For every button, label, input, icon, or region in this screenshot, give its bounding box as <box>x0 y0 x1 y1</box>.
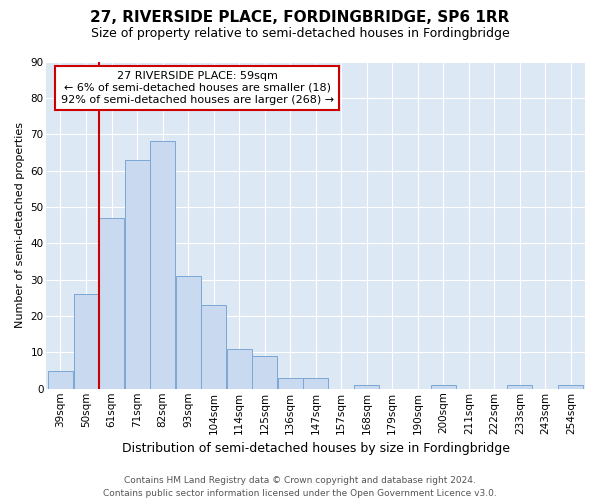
Bar <box>99 218 124 389</box>
Bar <box>354 385 379 389</box>
Bar <box>559 385 583 389</box>
Text: Size of property relative to semi-detached houses in Fordingbridge: Size of property relative to semi-detach… <box>91 28 509 40</box>
Bar <box>125 160 149 389</box>
Y-axis label: Number of semi-detached properties: Number of semi-detached properties <box>15 122 25 328</box>
Bar <box>303 378 328 389</box>
Text: 27 RIVERSIDE PLACE: 59sqm
← 6% of semi-detached houses are smaller (18)
92% of s: 27 RIVERSIDE PLACE: 59sqm ← 6% of semi-d… <box>61 72 334 104</box>
Bar <box>176 276 200 389</box>
Bar <box>227 349 251 389</box>
Bar <box>278 378 303 389</box>
X-axis label: Distribution of semi-detached houses by size in Fordingbridge: Distribution of semi-detached houses by … <box>122 442 510 455</box>
Bar <box>48 370 73 389</box>
Bar <box>508 385 532 389</box>
Bar <box>431 385 456 389</box>
Text: 27, RIVERSIDE PLACE, FORDINGBRIDGE, SP6 1RR: 27, RIVERSIDE PLACE, FORDINGBRIDGE, SP6 … <box>91 10 509 25</box>
Bar <box>74 294 98 389</box>
Bar <box>252 356 277 389</box>
Bar <box>201 305 226 389</box>
Text: Contains HM Land Registry data © Crown copyright and database right 2024.
Contai: Contains HM Land Registry data © Crown c… <box>103 476 497 498</box>
Bar <box>150 142 175 389</box>
